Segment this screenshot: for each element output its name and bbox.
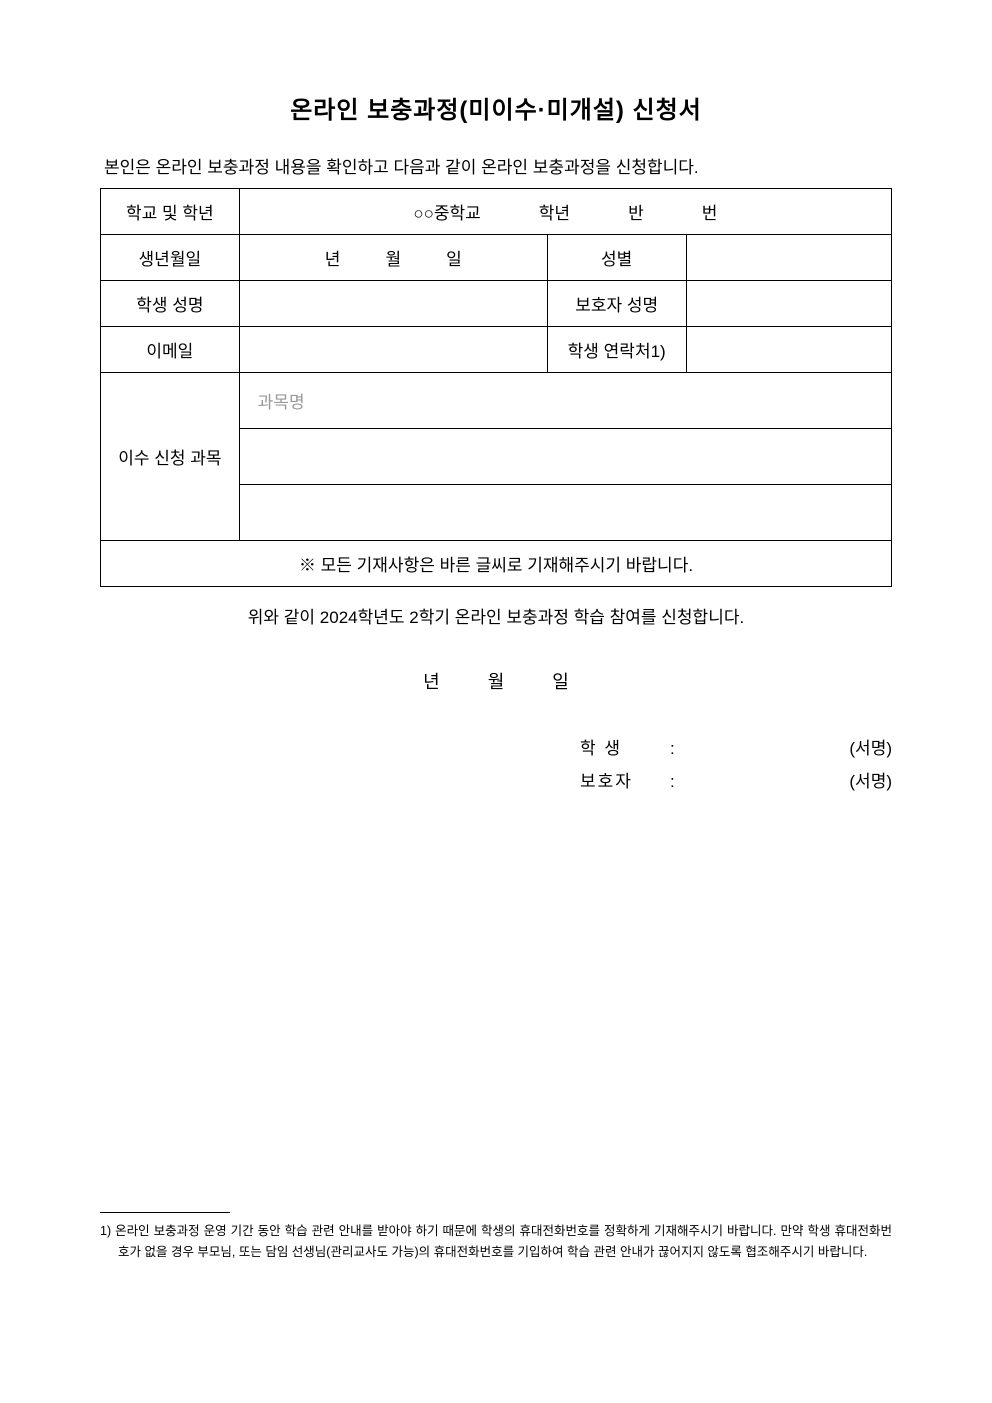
date-year: 년 bbox=[423, 668, 440, 694]
value-school-grade: ○○중학교 학년 반 번 bbox=[239, 189, 891, 235]
label-student-name: 학생 성명 bbox=[101, 281, 240, 327]
value-student-name bbox=[239, 281, 547, 327]
sig-student-label: 학 생 bbox=[580, 734, 670, 759]
application-form-table: 학교 및 학년 ○○중학교 학년 반 번 생년월일 년 월 일 성별 bbox=[100, 188, 892, 587]
subject-cell-3 bbox=[239, 485, 891, 541]
subject-placeholder: 과목명 bbox=[252, 393, 305, 412]
number-unit: 번 bbox=[702, 199, 718, 224]
page-container: 온라인 보충과정(미이수·미개설) 신청서 본인은 온라인 보충과정 내용을 확… bbox=[0, 0, 992, 1324]
signature-student: 학 생 : (서명) bbox=[580, 734, 892, 759]
dob-year: 년 bbox=[325, 245, 341, 270]
sig-colon-2: : bbox=[670, 772, 675, 792]
class-unit: 반 bbox=[628, 199, 644, 224]
dob-day: 일 bbox=[446, 245, 462, 270]
dob-month: 월 bbox=[385, 245, 401, 270]
signature-block: 학 생 : (서명) 보호자 : (서명) bbox=[580, 734, 892, 792]
sig-guardian-label: 보호자 bbox=[580, 767, 670, 792]
label-guardian-name: 보호자 성명 bbox=[547, 281, 686, 327]
row-student-name: 학생 성명 보호자 성명 bbox=[101, 281, 892, 327]
date-day: 일 bbox=[552, 668, 569, 694]
label-dob: 생년월일 bbox=[101, 235, 240, 281]
confirmation-text: 위와 같이 2024학년도 2학기 온라인 보충과정 학습 참여를 신청합니다. bbox=[100, 603, 892, 628]
school-name: ○○중학교 bbox=[413, 199, 480, 224]
document-title: 온라인 보충과정(미이수·미개설) 신청서 bbox=[100, 90, 892, 125]
row-dob: 생년월일 년 월 일 성별 bbox=[101, 235, 892, 281]
date-line: 년 월 일 bbox=[100, 668, 892, 694]
subject-cell-1: 과목명 bbox=[239, 373, 891, 429]
value-student-contact bbox=[686, 327, 891, 373]
label-student-contact: 학생 연락처1) bbox=[547, 327, 686, 373]
value-guardian-name bbox=[686, 281, 891, 327]
footnote-text: 1) 온라인 보충과정 운영 기간 동안 학습 관련 안내를 받아야 하기 때문… bbox=[100, 1221, 892, 1264]
label-email: 이메일 bbox=[101, 327, 240, 373]
value-dob: 년 월 일 bbox=[239, 235, 547, 281]
notice-text: ※ 모든 기재사항은 바른 글씨로 기재해주시기 바랍니다. bbox=[101, 541, 892, 587]
row-email: 이메일 학생 연락처1) bbox=[101, 327, 892, 373]
value-email bbox=[239, 327, 547, 373]
sig-colon-1: : bbox=[670, 739, 675, 759]
sig-guardian-mark: (서명) bbox=[849, 767, 892, 792]
subject-cell-2 bbox=[239, 429, 891, 485]
date-month: 월 bbox=[488, 668, 505, 694]
row-school: 학교 및 학년 ○○중학교 학년 반 번 bbox=[101, 189, 892, 235]
grade-unit: 학년 bbox=[539, 199, 570, 224]
label-subjects: 이수 신청 과목 bbox=[101, 373, 240, 541]
signature-guardian: 보호자 : (서명) bbox=[580, 767, 892, 792]
label-gender: 성별 bbox=[547, 235, 686, 281]
value-gender bbox=[686, 235, 891, 281]
row-notice: ※ 모든 기재사항은 바른 글씨로 기재해주시기 바랍니다. bbox=[101, 541, 892, 587]
footnote-separator bbox=[100, 1212, 230, 1213]
sig-student-mark: (서명) bbox=[849, 734, 892, 759]
row-subject-1: 이수 신청 과목 과목명 bbox=[101, 373, 892, 429]
intro-text: 본인은 온라인 보충과정 내용을 확인하고 다음과 같이 온라인 보충과정을 신… bbox=[100, 153, 892, 178]
label-school-grade: 학교 및 학년 bbox=[101, 189, 240, 235]
